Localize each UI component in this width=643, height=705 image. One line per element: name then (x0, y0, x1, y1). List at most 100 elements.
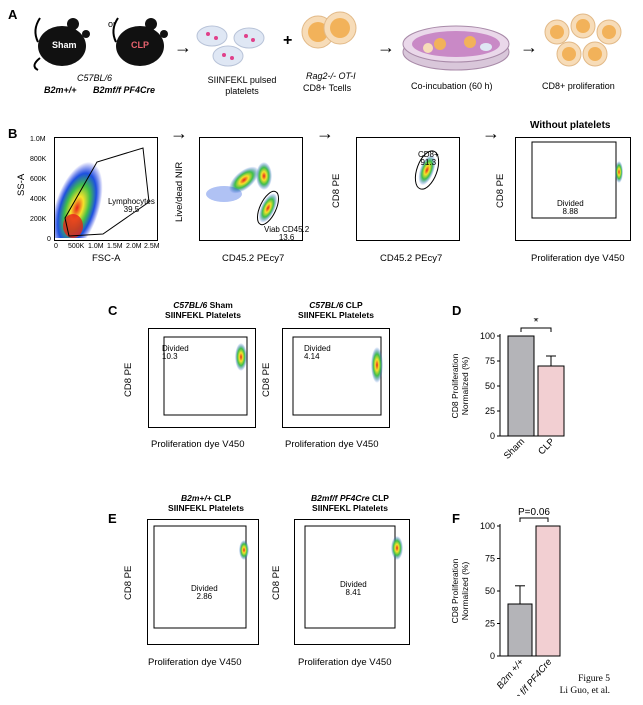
mouse-clp-label: CLP (131, 40, 149, 50)
flow-plot-e-cre (294, 519, 410, 645)
e-right-title: B2mf/f PF4Cre CLP SIINFEKL Platelets (311, 493, 389, 513)
c-left-x-label: Proliferation dye V450 (151, 439, 245, 450)
d-y-label-line: CD8 Proliferation (450, 353, 460, 418)
panel-letter-e: E (108, 511, 117, 526)
flow-plot-e-wt (147, 519, 259, 645)
gate-divided-c-right: Divided 4.14 (304, 344, 331, 362)
gate-divided-e-right: Divided 8.41 (340, 580, 367, 598)
density-plot-without-platelets (531, 141, 623, 219)
f-bar (507, 603, 533, 657)
d-category-label: Sham (502, 436, 527, 461)
f-ytick-label: 75 (485, 554, 495, 564)
proliferation-cells-icon (544, 13, 622, 67)
strain-label: C57BL/6 (77, 73, 113, 83)
without-platelets-title: Without platelets (530, 120, 611, 131)
panel-letter-c: C (108, 303, 118, 318)
f-ytick-label: 100 (480, 521, 495, 531)
e-left-x-label: Proliferation dye V450 (148, 657, 242, 668)
coinc-label: Co-incubation (60 h) (411, 81, 493, 91)
f-bar (535, 525, 561, 657)
d-y-label: CD8 ProliferationNormalized (%) (450, 353, 470, 418)
b1-xtick: 2.5M (144, 243, 160, 250)
b2-y-label: Live/dead NIR (174, 161, 185, 222)
c-right-title: C57BL/6 CLP SIINFEKL Platelets (298, 300, 374, 320)
flow-plot-viability (199, 137, 303, 241)
d-ytick-label: 0 (490, 431, 495, 441)
b3-x-label: CD45.2 PEcy7 (380, 253, 443, 264)
gate-divided-c-left: Divided 10.3 (162, 344, 189, 362)
f-y-label-line: Normalized (%) (460, 562, 470, 621)
b1-ytick: 400K (30, 196, 47, 203)
plus-label: + (283, 32, 293, 49)
d-significance-bracket (520, 327, 552, 332)
density-plot-e-wt (153, 525, 249, 629)
panel-letter-f: F (452, 511, 460, 526)
arrow-2-icon: → (377, 37, 395, 57)
b1-xtick: 0 (54, 243, 58, 250)
genotype-cre-label: B2mf/f PF4Cre (93, 85, 156, 95)
flow-plot-cd8 (356, 137, 460, 241)
gate-cd8: CD8+ 91.3 (418, 150, 439, 168)
density-plot-c-sham (163, 336, 248, 416)
e-right-x-label: Proliferation dye V450 (298, 657, 392, 668)
f-significance-bracket (519, 517, 549, 522)
density-plot-viability (206, 162, 280, 226)
b1-xtick: 500K (68, 243, 85, 250)
d-ytick-label: 50 (485, 381, 495, 391)
figure-caption: Figure 5 Li Guo, et al. (559, 674, 610, 696)
f-ytick-label: 50 (485, 586, 495, 596)
b1-ytick: 200K (30, 216, 47, 223)
density-plot-c-clp (292, 336, 383, 416)
density-plot-fsc-ssc (55, 147, 150, 238)
flow-plot-c-sham (148, 328, 256, 428)
e-left-title: B2m+/+ CLP SIINFEKL Platelets (168, 493, 244, 513)
density-plot-cd8 (414, 150, 440, 190)
arrow-3-icon: → (520, 37, 538, 57)
platelets-label: SIINFEKL pulsed platelets (207, 75, 277, 96)
gate-divided-b: Divided 8.88 (557, 199, 584, 217)
b1-xtick: 1.5M (107, 243, 123, 250)
f-ytick-label: 25 (485, 619, 495, 629)
f-ytick-label: 0 (490, 651, 495, 661)
c-left-y-label: CD8 PE (123, 362, 134, 397)
panel-letter-b: B (8, 126, 18, 141)
bar-chart-d: 0 25 50 75 100 CD8 ProliferationNormalized (%… (450, 318, 565, 462)
panel-letter-a: A (8, 7, 18, 22)
b3-y-label: CD8 PE (331, 173, 342, 208)
gate-divided-e-left: Divided 2.86 (191, 584, 218, 602)
e-left-y-label: CD8 PE (123, 565, 134, 600)
b4-x-label: Proliferation dye V450 (531, 253, 625, 264)
f-y-label-line: CD8 Proliferation (450, 558, 460, 623)
e-right-y-label: CD8 PE (271, 565, 282, 600)
b1-xtick: 2.0M (126, 243, 142, 250)
panel-letter-d: D (452, 303, 462, 318)
b1-y-label: SS-A (16, 173, 27, 196)
genotype-wt-label: B2m+/+ (44, 85, 77, 95)
c-left-title: C57BL/6 Sham SIINFEKL Platelets (165, 300, 241, 320)
c-right-x-label: Proliferation dye V450 (285, 439, 379, 450)
tcells-icon (301, 11, 357, 49)
b1-ytick: 600K (30, 176, 47, 183)
prolif-label: CD8+ proliferation (542, 81, 615, 91)
platelets-icon (196, 25, 265, 67)
d-bar (507, 335, 535, 437)
d-bar (537, 365, 565, 437)
flow-plot-c-clp (282, 328, 390, 428)
mouse-sham-label: Sham (52, 40, 77, 50)
arrow-b2-icon: → (316, 123, 334, 143)
b1-ytick: 800K (30, 156, 47, 163)
b2-x-label: CD45.2 PEcy7 (222, 253, 285, 264)
arrow-b3-icon: → (482, 123, 500, 143)
flow-plot-without-platelets (515, 137, 631, 241)
arrow-1-icon: → (174, 37, 192, 57)
d-ytick-label: 75 (485, 356, 495, 366)
flow-plot-fsc-ssc (54, 137, 158, 241)
d-ytick-label: 25 (485, 406, 495, 416)
bar-chart-f: 0 25 50 75 100 CD8 ProliferationNormalized (%… (450, 507, 561, 696)
b1-ytick: 1.0M (30, 136, 46, 143)
c-right-y-label: CD8 PE (261, 362, 272, 397)
tcells-label: CD8+ Tcells (303, 83, 352, 93)
tcells-strain-label: Rag2-/- OT-I (306, 71, 356, 81)
or-label: or (108, 19, 117, 29)
b4-y-label: CD8 PE (495, 173, 506, 208)
